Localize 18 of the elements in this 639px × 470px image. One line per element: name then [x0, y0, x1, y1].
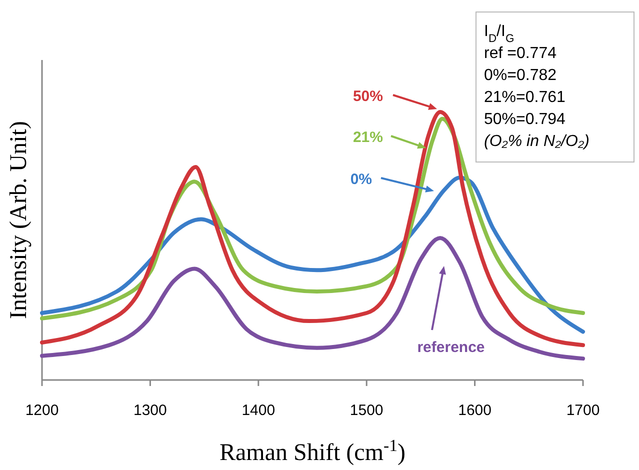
- x-tick-label: 1200: [25, 402, 59, 419]
- y-axis-title: Intensity (Arb. Unit): [6, 121, 32, 319]
- text: I$_{D}$/I$_{G}$: [484, 23, 514, 45]
- x-tick-label: 1600: [458, 402, 492, 419]
- annotation: 50%=0.794: [484, 111, 566, 128]
- series-label: reference: [417, 339, 485, 356]
- text: 0%=0.782: [484, 67, 557, 84]
- legend-label: 50%: [352, 88, 383, 105]
- x-axis-title: Raman Shift (cm$^{-1}$): [220, 436, 406, 466]
- x-tick-label: 1400: [242, 402, 276, 419]
- text: 21%=0.761: [484, 89, 566, 106]
- x-tick-label: 1500: [350, 402, 384, 419]
- legend-label: 0%: [350, 171, 372, 188]
- text: ref =0.774: [484, 45, 557, 62]
- legend-label: 21%: [352, 129, 383, 146]
- x-tick-label: 1300: [134, 402, 167, 419]
- x-tick-label: 1700: [566, 402, 600, 419]
- annotation: (O₂% in N₂/O₂): [484, 133, 590, 150]
